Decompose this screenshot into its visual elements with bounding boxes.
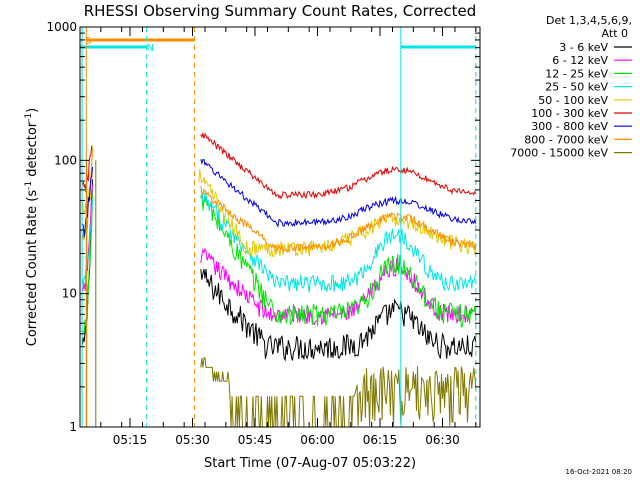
y-label-end: ) (25, 108, 40, 113)
night-flag-label: N (147, 43, 154, 54)
series-layer (82, 131, 477, 428)
legend-entry-label: 100 - 300 keV (531, 107, 608, 120)
series-line (82, 158, 477, 237)
tick-layer: 1 10 100 1000 05:15 05:30 05:45 06:00 06:15 06:30 (46, 20, 480, 447)
y-tick-label: 10 (62, 287, 77, 301)
x-tick-label: 05:45 (238, 433, 273, 447)
legend-entry-label: 300 - 800 keV (531, 120, 608, 133)
series-line (82, 131, 477, 200)
legend-entry-label: 7000 - 15000 keV (510, 147, 608, 160)
x-tick-label: 06:30 (425, 433, 460, 447)
x-tick-label: 06:00 (300, 433, 335, 447)
x-tick-label: 05:30 (175, 433, 210, 447)
y-tick-label: 1000 (46, 20, 77, 34)
x-tick-label: 05:15 (113, 433, 148, 447)
series-line (82, 190, 477, 293)
saa-flag-label: S (85, 36, 91, 47)
series-line (82, 184, 477, 326)
legend-entry-label: 12 - 25 keV (545, 67, 608, 80)
footer-timestamp: 16-Oct-2021 08:20 (566, 468, 632, 476)
y-label-sup-1: -1 (24, 181, 34, 190)
x-axis-label: Start Time (07-Aug-07 05:03:22) (204, 456, 416, 471)
flag-layer: SN (80, 27, 477, 427)
y-tick-label: 1 (69, 420, 77, 434)
y-label-sup-2: -1 (24, 113, 34, 122)
x-tick-label: 06:15 (363, 433, 398, 447)
y-label-mid: detector (25, 121, 40, 181)
legend-entry-label: 25 - 50 keV (545, 81, 608, 94)
legend-entry-label: 6 - 12 keV (552, 54, 608, 67)
y-axis-label: Corrected Count Rate (s-1 detector-1) (24, 108, 40, 346)
legend-title-line-2: Att 0 (602, 27, 628, 40)
series-line (82, 193, 477, 334)
legend-entry-label: 3 - 6 keV (559, 41, 608, 54)
y-tick-label: 100 (54, 153, 77, 167)
legend-entry-label: 800 - 7000 keV (524, 133, 608, 146)
legend-entry-label: 50 - 100 keV (538, 94, 608, 107)
y-label-main: Corrected Count Rate (s (25, 190, 40, 347)
plot-frame (79, 26, 481, 428)
chart-title: RHESSI Observing Summary Count Rates, Co… (84, 2, 477, 20)
legend-title-line-1: Det 1,3,4,5,6,9, (546, 14, 632, 27)
